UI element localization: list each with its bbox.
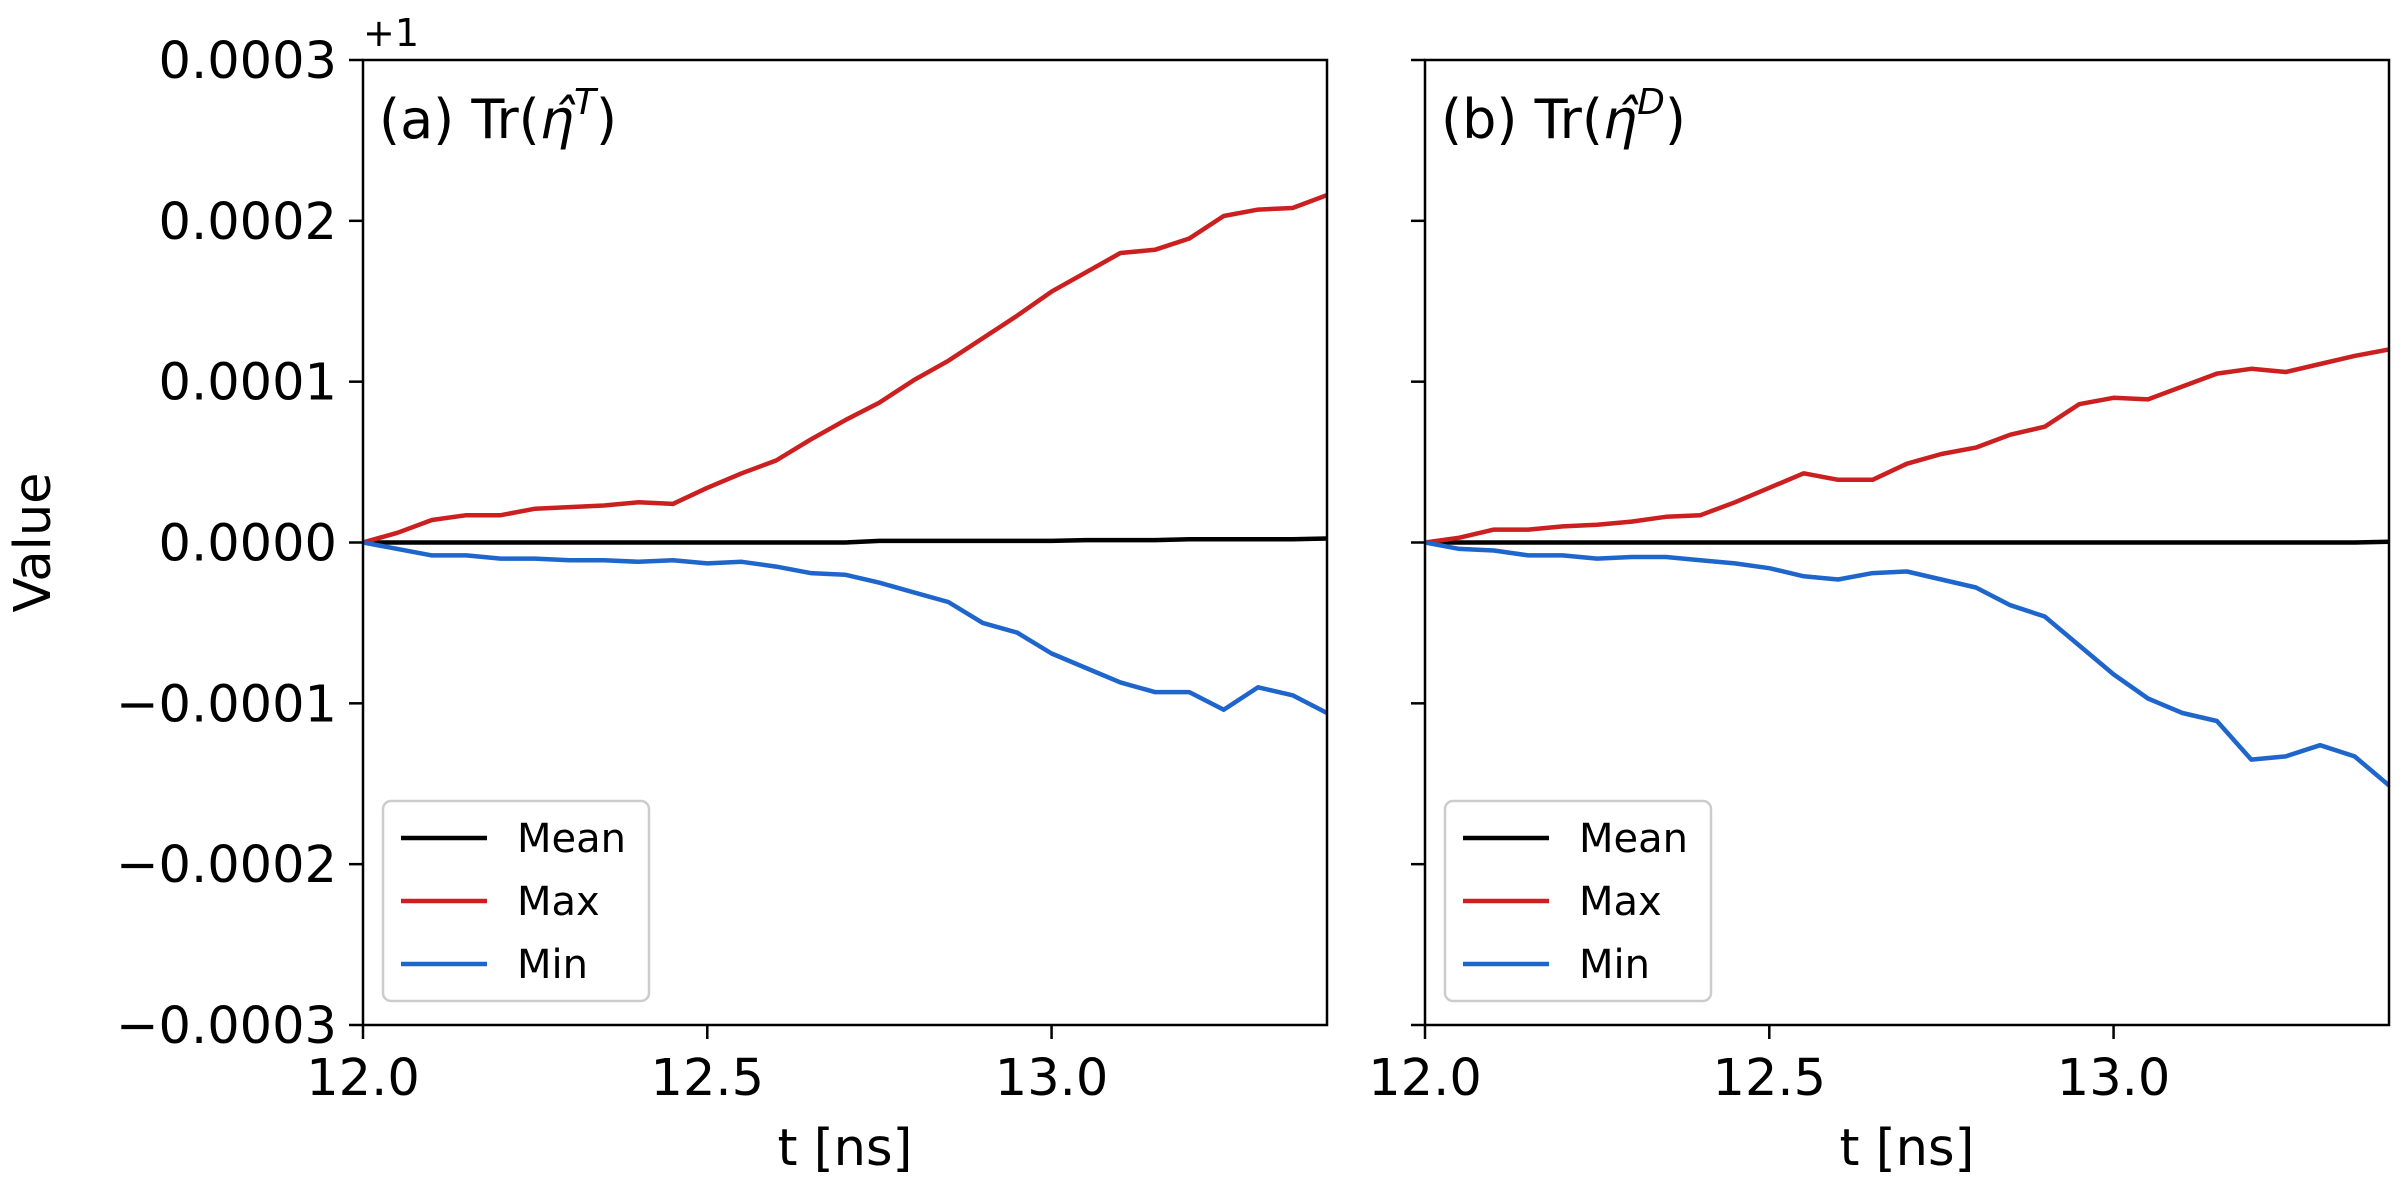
legend-box [381,799,651,1003]
legend: Mean Max Min [1443,799,1713,1003]
legend-label-mean: Mean [517,816,626,862]
panel-title-prefix: (b) Tr( [1441,88,1603,151]
y-tick-label: −0.0002 [116,836,337,895]
panel-a: 12.0 12.5 13.0 −0.0003 −0.0002 −0.0001 0.0000 0… [4,11,1329,1178]
y-axis-title: Value [4,472,63,612]
y-offset-label: +1 [363,11,419,55]
x-axis-title: t [ns] [1840,1119,1975,1178]
panel-title-suffix: ) [1665,88,1686,151]
y-tick-label: 0.0000 [159,515,337,574]
panel-title-symbol: η̂ [540,88,576,151]
legend-label-max: Max [1579,879,1662,925]
y-tick-label: 0.0002 [159,193,337,252]
legend-label-min: Min [1579,942,1650,988]
x-tick-label: 12.0 [306,1049,420,1108]
y-tick-label: −0.0001 [116,675,337,734]
panel-title-prefix: (a) Tr( [379,88,540,151]
panel-title: (a) Tr(η̂T) [379,82,617,151]
panel-title-superscript: T [574,82,599,123]
series-lines [1425,347,2389,788]
x-tick-label: 12.5 [1713,1049,1827,1108]
panel-title-symbol: η̂ [1603,88,1639,151]
legend: Mean Max Min [381,799,651,1003]
x-tick-label: 12.0 [1368,1049,1482,1108]
series-line-max [363,192,1327,545]
panel-b: 12.0 12.5 13.0 t [ns] (b) Tr(η̂D) Mean Max Min [1368,58,2391,1178]
legend-box [1443,799,1713,1003]
y-tick-label: −0.0003 [116,997,337,1056]
panel-title: (b) Tr(η̂D) [1441,82,1686,151]
x-tick-label: 12.5 [651,1049,765,1108]
x-axis-title: t [ns] [778,1119,913,1178]
series-line-max [1425,347,2389,545]
series-line-min [1425,540,2389,788]
y-tick-label: 0.0001 [159,354,337,413]
series-lines [363,192,1327,716]
panel-title-superscript: D [1637,82,1665,123]
series-line-mean [1425,539,2389,545]
series-line-mean [363,536,1327,545]
legend-label-min: Min [517,942,588,988]
panel-title-suffix: ) [596,88,617,151]
x-tick-label: 13.0 [995,1049,1109,1108]
series-line-min [363,540,1327,716]
x-tick-label: 13.0 [2057,1049,2171,1108]
legend-label-mean: Mean [1579,816,1688,862]
y-tick-label: 0.0003 [159,32,337,91]
legend-label-max: Max [517,879,600,925]
